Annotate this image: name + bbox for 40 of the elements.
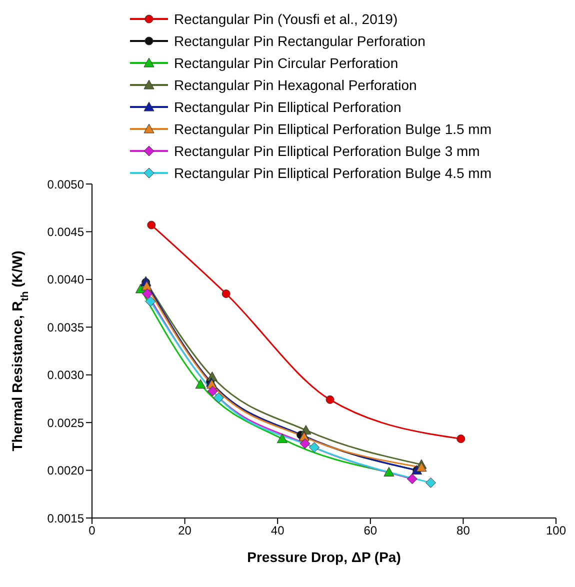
y-tick-label: 0.0025 (47, 416, 84, 430)
point (425, 477, 436, 488)
y-tick-label: 0.0040 (47, 272, 84, 287)
legend-label: Rectangular Pin Elliptical Perforation Bulge 1.5 mm (174, 121, 492, 137)
point (384, 466, 394, 476)
point (406, 474, 418, 484)
legend-label: Rectangular Pin (Yousfi et al., 2019) (174, 11, 398, 27)
point (326, 395, 334, 404)
x-tick-label: 40 (270, 524, 285, 538)
point (207, 386, 218, 396)
y-tick-label: 0.0030 (47, 368, 84, 382)
legend-label: Rectangular Pin Rectangular Perforation (174, 33, 426, 49)
point (142, 288, 152, 299)
point (195, 379, 206, 389)
x-tick-label: 80 (456, 524, 470, 538)
y-tick-label: 0.0015 (47, 511, 84, 526)
y-tick-label: 0.0045 (47, 224, 84, 239)
y-tick-label: 0.0035 (47, 320, 84, 334)
point (416, 462, 427, 472)
x-axis-title: Pressure Drop, ΔP (Pa) (247, 549, 401, 565)
legend-label: Rectangular Pin Elliptical Perforation Bulge 3 mm (174, 143, 480, 159)
point (456, 434, 466, 444)
legend-label: Rectangular Pin Hexagonal Perforation (174, 77, 417, 93)
legend-label: Rectangular Pin Elliptical Perforation (174, 99, 402, 115)
point (276, 434, 288, 444)
point (145, 296, 156, 307)
point (147, 220, 156, 230)
y-tick-label: 0.0050 (47, 177, 84, 192)
point (300, 438, 310, 449)
x-tick-label: 20 (178, 524, 192, 538)
point (213, 392, 224, 404)
x-tick-label: 60 (364, 524, 378, 538)
point (142, 280, 152, 290)
x-tick-label: 0 (88, 524, 96, 538)
point (309, 442, 320, 453)
y-tick-label: 0.0020 (47, 464, 84, 478)
legend-label: Rectangular Pin Elliptical Perforation Bulge 4.5 mm (174, 165, 492, 181)
legend-label: Rectangular Pin Circular Perforation (174, 55, 398, 71)
x-tick-label: 100 (546, 524, 566, 538)
point (222, 289, 230, 298)
